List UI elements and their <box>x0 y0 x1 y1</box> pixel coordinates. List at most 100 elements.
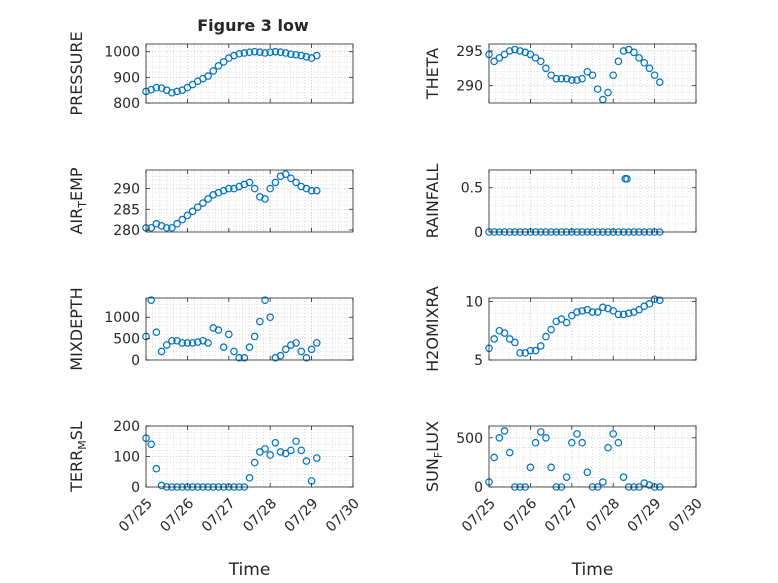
data-point <box>547 71 555 80</box>
y-tick-label: 0 <box>474 480 483 496</box>
data-point <box>599 478 607 486</box>
subplot-theta: 290 295 THETA <box>423 43 697 104</box>
data-point <box>157 347 166 356</box>
y-tick-label: 290 <box>456 79 483 95</box>
data-point <box>256 48 264 57</box>
data-point <box>500 329 509 337</box>
subplot-h2omixra: 5 10 H2OMIXRA <box>423 286 697 372</box>
data-point <box>490 57 498 66</box>
data-point <box>214 62 223 70</box>
subplot-air-temp: 280 285 290 AIRTEMP <box>67 167 354 239</box>
data-point <box>614 57 623 66</box>
data-point <box>573 430 581 438</box>
data-point <box>204 339 212 347</box>
subplot-pressure: 800 900 1000 PRESSURE <box>67 31 354 116</box>
data-point <box>152 328 161 337</box>
data-point <box>531 54 540 62</box>
data-point <box>178 215 187 224</box>
data-point <box>490 453 498 462</box>
data-point <box>655 78 664 86</box>
axes-box <box>488 297 697 361</box>
y-tick-label: 285 <box>113 202 140 218</box>
y-tick-label: 500 <box>456 431 483 447</box>
data-point <box>214 326 223 334</box>
data-point <box>547 463 555 472</box>
data-point <box>302 457 311 465</box>
data-point <box>297 446 306 455</box>
data-point <box>261 195 269 203</box>
data-point <box>188 207 197 216</box>
ylabel: TERRMSL <box>67 421 89 493</box>
data-point <box>650 295 659 303</box>
ylabel: MIXDEPTH <box>67 287 86 370</box>
data-point <box>245 474 254 482</box>
data-point <box>256 317 264 326</box>
data-point <box>542 434 550 442</box>
data-point <box>583 67 592 76</box>
data-point <box>276 448 285 456</box>
data-point <box>312 454 321 462</box>
y-tick-label: 500 <box>113 332 140 348</box>
data-point <box>168 88 176 97</box>
data-point <box>578 438 586 447</box>
data-point <box>271 438 280 447</box>
data-point <box>266 313 275 322</box>
data-point <box>287 446 295 455</box>
data-point <box>526 463 535 472</box>
data-point <box>640 58 649 67</box>
data-point <box>281 49 290 57</box>
data-point <box>526 50 535 59</box>
data-point <box>245 48 254 57</box>
data-point <box>204 72 212 80</box>
data-point <box>645 300 654 308</box>
data-point <box>271 47 280 56</box>
figure-title: Figure 3 low <box>197 16 309 35</box>
y-tick-label: 295 <box>456 44 483 60</box>
data-point <box>297 51 306 60</box>
data-point <box>635 305 643 314</box>
data-point <box>578 307 586 315</box>
data-point <box>573 76 581 84</box>
data-point <box>312 186 321 195</box>
data-point <box>271 178 280 187</box>
data-point <box>147 440 155 449</box>
data-point <box>562 74 571 83</box>
data-point <box>505 448 514 457</box>
ylabel: SUNFLUX <box>423 421 445 492</box>
data-point <box>199 199 207 207</box>
data-point <box>230 347 238 356</box>
y-tick-label: 900 <box>113 70 140 86</box>
y-tick-label: 280 <box>113 223 140 239</box>
data-point <box>261 49 269 57</box>
data-point <box>645 64 654 73</box>
data-point <box>245 343 254 351</box>
data-point <box>536 57 545 66</box>
data-point <box>655 296 664 305</box>
data-point <box>567 438 576 447</box>
axes-box <box>145 297 354 361</box>
data-point <box>623 175 631 183</box>
data-point <box>266 451 275 459</box>
data-point <box>250 47 259 56</box>
data-point <box>225 184 233 193</box>
data-point <box>302 53 311 61</box>
data-point <box>147 224 155 232</box>
axes-box <box>488 43 697 104</box>
data-point <box>276 48 285 57</box>
data-point <box>573 308 581 316</box>
data-point <box>312 339 321 347</box>
data-point <box>562 318 571 327</box>
data-point <box>193 338 202 346</box>
data-point <box>152 83 161 92</box>
data-point <box>557 315 566 323</box>
data-point <box>235 49 243 58</box>
data-point <box>495 434 504 442</box>
data-point <box>157 481 166 490</box>
data-point <box>240 49 249 57</box>
data-point <box>650 71 659 80</box>
data-point <box>619 47 628 55</box>
data-point <box>235 354 243 362</box>
data-point <box>183 211 192 220</box>
y-tick-label: 5 <box>474 353 483 369</box>
